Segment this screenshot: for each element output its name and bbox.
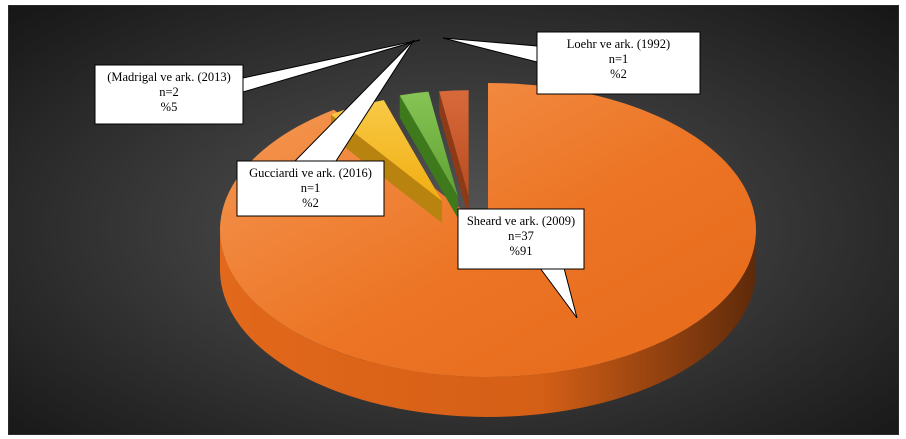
slice-3: [399, 91, 458, 197]
callout-count: n=1: [609, 52, 629, 66]
callout-box: [94, 64, 244, 125]
callout-label: (Madrigal ve ark. (2013): [107, 70, 231, 84]
callout-label: Loehr ve ark. (1992): [567, 37, 670, 51]
callout-loehr: Loehr ve ark. (1992)n=1%2: [442, 31, 701, 95]
slice-4: [439, 90, 469, 197]
callout-count: n=37: [508, 229, 534, 243]
callout-gucciardi: Gucciardi ve ark. (2016)n=1%2: [236, 39, 415, 217]
callout-label: Sheard ve ark. (2009): [467, 214, 575, 228]
callout-pointer: [442, 37, 538, 63]
slice-2-cut: [330, 114, 443, 224]
callout-sheard: Sheard ve ark. (2009)n=37%91: [457, 208, 585, 319]
callout-percent: %91: [510, 244, 533, 258]
callout-label: Gucciardi ve ark. (2016): [249, 166, 372, 180]
callout-box: [236, 160, 385, 217]
slice-3-cut: [399, 95, 458, 219]
slice-sheard-side: [220, 230, 756, 417]
callout-count: n=2: [159, 85, 179, 99]
callout-box: [457, 208, 585, 270]
callout-madrigal: (Madrigal ve ark. (2013)n=2%5: [94, 39, 421, 125]
callout-percent: %2: [302, 196, 319, 210]
slice-4-cut: [439, 91, 469, 219]
callout-count: n=1: [301, 181, 321, 195]
callout-percent: %2: [610, 67, 627, 81]
callout-percent: %5: [161, 100, 178, 114]
callout-box: [536, 31, 701, 95]
